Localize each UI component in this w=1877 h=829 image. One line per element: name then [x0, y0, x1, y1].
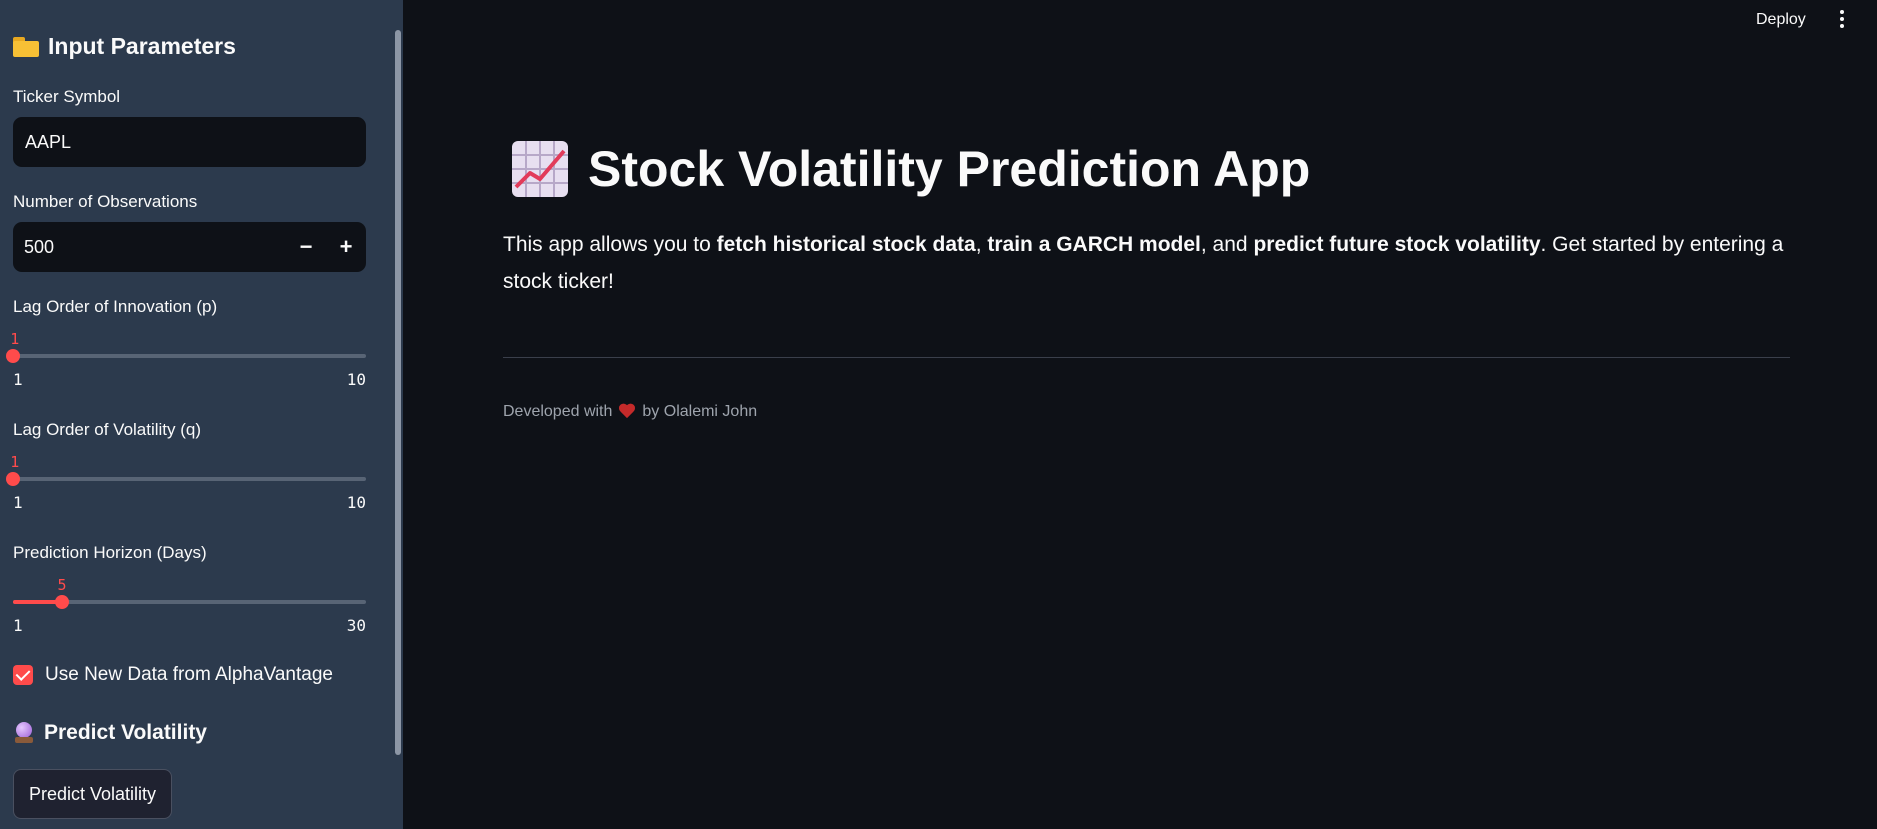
folder-icon — [13, 36, 39, 57]
divider — [503, 357, 1790, 358]
footer: Developed with by Olalemi John — [503, 403, 757, 421]
slider-min: 1 — [13, 370, 23, 389]
slider-min: 1 — [13, 616, 23, 635]
slider-min: 1 — [13, 493, 23, 512]
slider-max: 10 — [346, 493, 366, 512]
sidebar-scrollbar[interactable] — [395, 30, 401, 755]
use-new-data-checkbox[interactable] — [13, 665, 33, 685]
decrement-button[interactable]: − — [299, 234, 313, 259]
slider-thumb[interactable] — [55, 595, 69, 609]
slider-thumb[interactable] — [6, 472, 20, 486]
footer-suffix: by Olalemi John — [642, 403, 758, 420]
observations-input[interactable]: 500 − + — [13, 222, 366, 272]
horizon-label: Prediction Horizon (Days) — [13, 543, 207, 562]
footer-prefix: Developed with — [503, 403, 613, 420]
slider-max: 30 — [346, 616, 366, 635]
ticker-label: Ticker Symbol — [13, 87, 121, 106]
predict-section-title: Predict Volatility — [44, 721, 207, 744]
sidebar-header: Input Parameters — [13, 33, 236, 60]
slider-max: 10 — [346, 370, 366, 389]
chart-increasing-icon — [512, 141, 568, 197]
slider-track — [13, 600, 366, 604]
page-title-row: Stock Volatility Prediction App — [512, 140, 1310, 198]
lag-q-slider[interactable]: 1 1 10 — [6, 453, 366, 515]
heart-icon — [618, 404, 636, 420]
crystal-ball-icon — [13, 722, 35, 744]
sidebar-title: Input Parameters — [48, 33, 236, 59]
page-title: Stock Volatility Prediction App — [588, 141, 1311, 197]
slider-track — [13, 354, 366, 358]
intro-text: , and — [1200, 233, 1254, 256]
lag-q-label: Lag Order of Volatility (q) — [13, 420, 202, 439]
slider-current-value: 1 — [10, 453, 20, 471]
predict-section-header: Predict Volatility — [13, 721, 207, 745]
sidebar: Input Parameters Ticker Symbol AAPL Numb… — [0, 0, 403, 829]
increment-button[interactable]: + — [339, 234, 353, 259]
deploy-button[interactable]: Deploy — [1756, 11, 1806, 28]
use-new-data-label: Use New Data from AlphaVantage — [45, 664, 333, 685]
slider-fill — [13, 600, 62, 604]
intro-text: . Get started by entering a stock ticker… — [503, 233, 1784, 293]
lag-p-label: Lag Order of Innovation (p) — [13, 297, 218, 316]
predict-volatility-button[interactable]: Predict Volatility — [13, 769, 173, 819]
intro-text: , — [975, 233, 988, 256]
ticker-input-value: AAPL — [25, 131, 72, 152]
slider-current-value: 1 — [10, 330, 20, 348]
ticker-input[interactable]: AAPL — [13, 117, 366, 167]
intro-paragraph: This app allows you to fetch historical … — [503, 226, 1793, 300]
observations-value: 500 — [24, 236, 55, 257]
lag-p-slider[interactable]: 1 1 10 — [6, 330, 366, 392]
kebab-menu-icon[interactable] — [1838, 10, 1846, 30]
slider-track — [13, 477, 366, 481]
slider-thumb[interactable] — [6, 349, 20, 363]
intro-bold: fetch historical stock data — [716, 233, 976, 256]
use-new-data-row[interactable]: Use New Data from AlphaVantage — [13, 664, 333, 686]
horizon-slider[interactable]: 5 1 30 — [13, 576, 366, 638]
intro-bold: predict future stock volatility — [1253, 233, 1541, 256]
slider-current-value: 5 — [57, 576, 67, 594]
intro-bold: train a GARCH model — [987, 233, 1201, 256]
observations-label: Number of Observations — [13, 192, 198, 211]
intro-text: This app allows you to — [503, 233, 717, 256]
